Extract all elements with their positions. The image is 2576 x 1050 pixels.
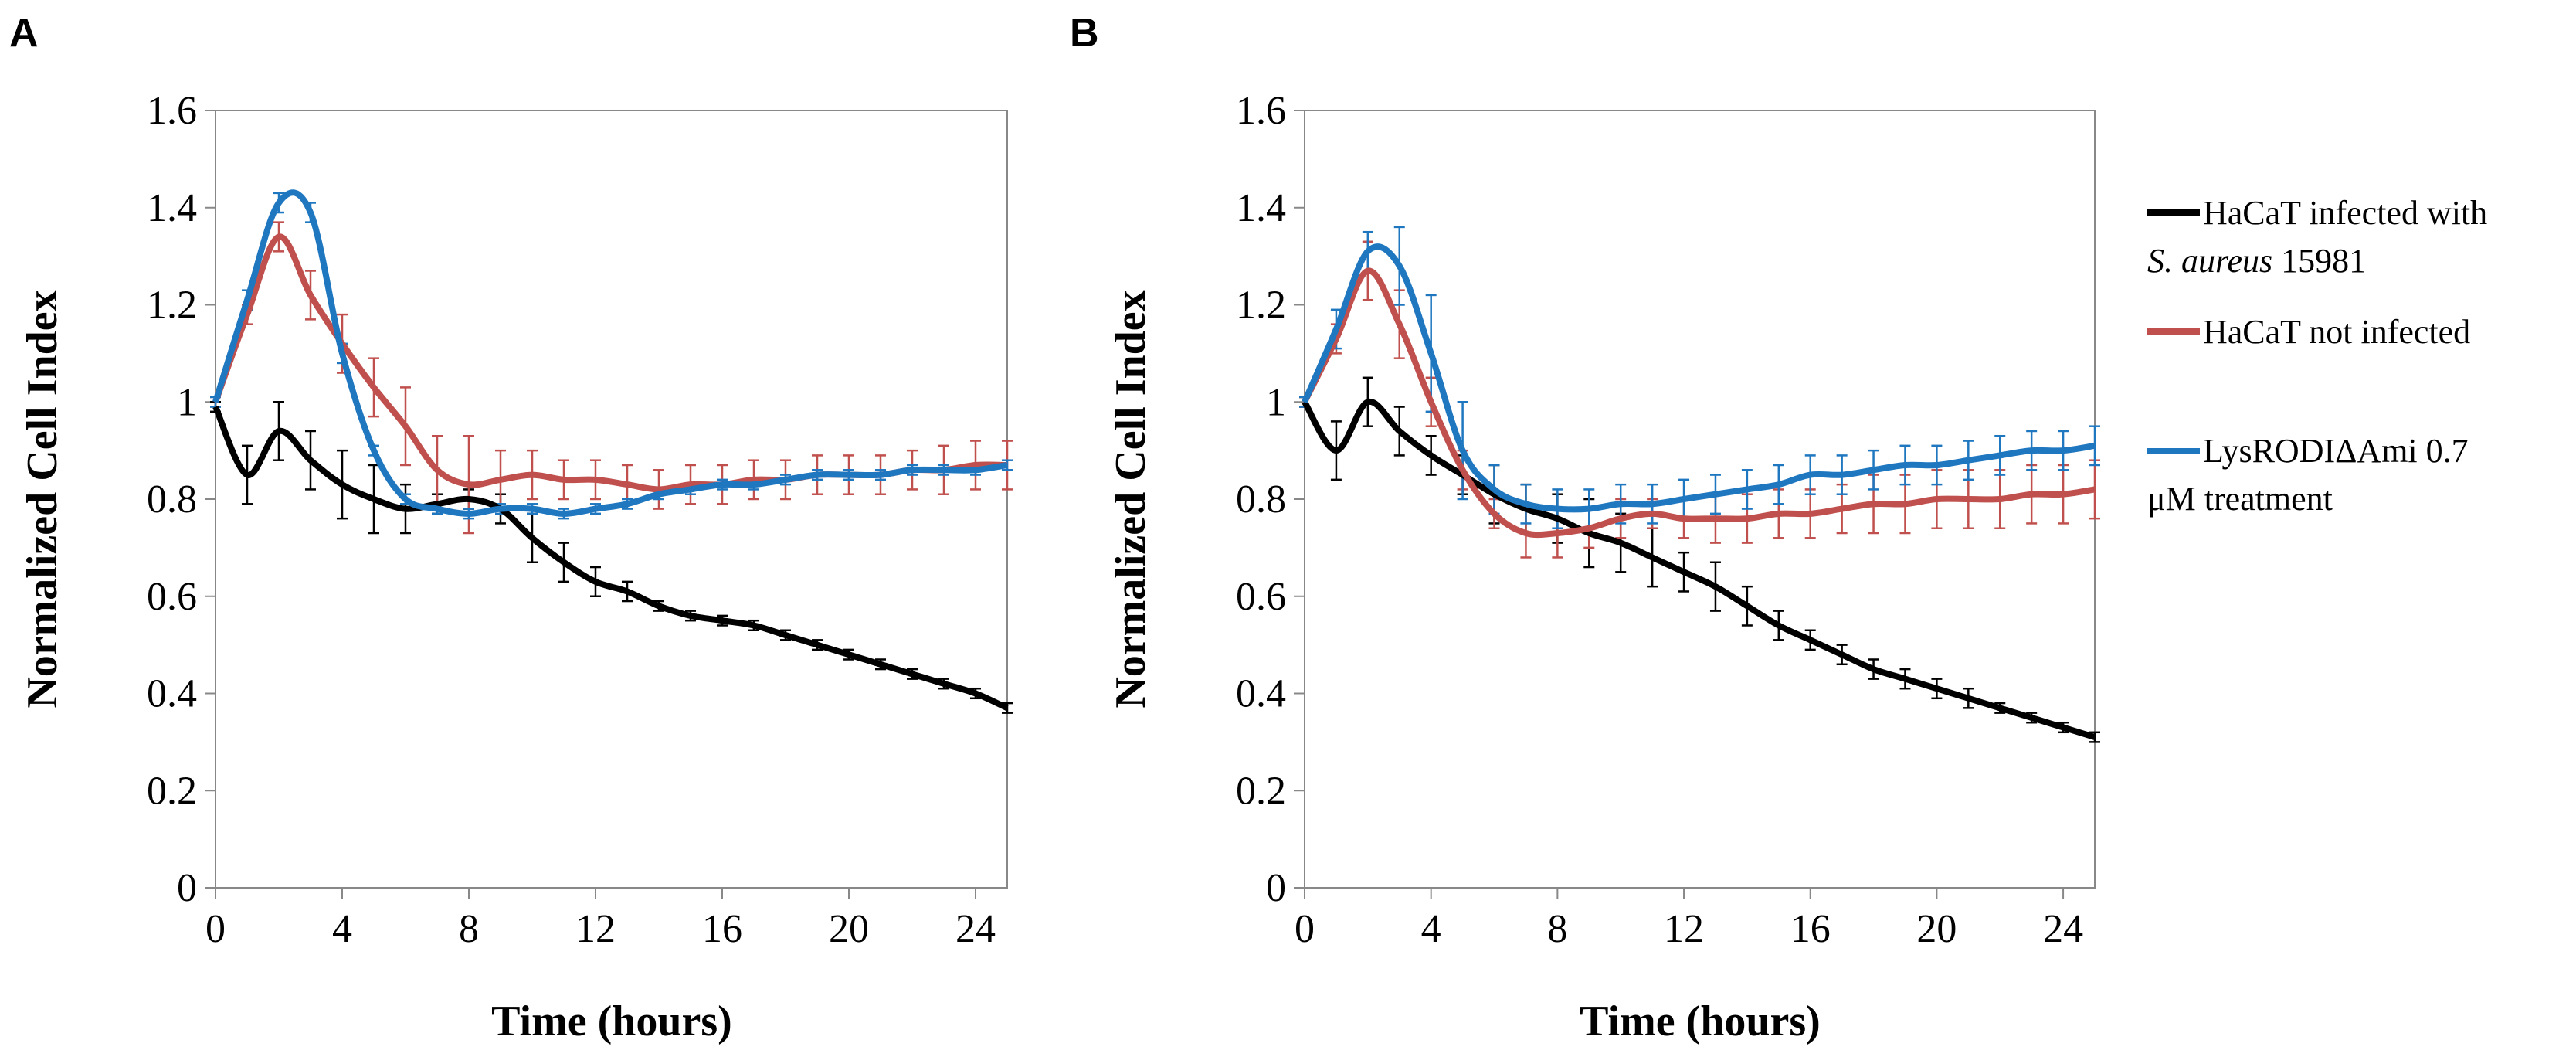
- x-tick-label-b: 8: [1547, 907, 1567, 951]
- y-axis-label-b: Normalized Cell Index: [1107, 290, 1155, 708]
- legend-label-not-infected: HaCaT not infected: [2203, 313, 2470, 351]
- panel-label-a: A: [9, 11, 39, 56]
- error-bars-treatment-a: [210, 192, 1013, 520]
- x-tick-label-a: 24: [955, 907, 996, 951]
- y-tick-label-b: 0.6: [1236, 575, 1286, 619]
- x-tick-label-b: 16: [1790, 907, 1831, 951]
- y-tick-label-a: 0.6: [147, 575, 197, 619]
- plot-area-a: [215, 110, 1008, 889]
- x-tick-label-b: 12: [1664, 907, 1704, 951]
- legend-species-name: S. aureus: [2147, 242, 2272, 280]
- y-tick-label-b: 1.2: [1236, 284, 1286, 328]
- y-tick-label-b: 0: [1266, 866, 1286, 910]
- series-line-infected-a: [212, 405, 1009, 712]
- x-tick-label-a: 8: [459, 907, 479, 951]
- error-bars-not-infected-b: [1299, 240, 2100, 559]
- series-line-treatment-b: [1302, 243, 2096, 513]
- series-line-treatment-a: [212, 189, 1008, 517]
- error-bars-not-infected-a: [210, 221, 1013, 535]
- y-tick-label-a: 1: [177, 380, 197, 424]
- y-tick-label-b: 0.2: [1236, 769, 1286, 813]
- chart-panel-b: 0 0.2 0.4 0.6 0.8 1 1.2 1.4 1.6 0 4 8 12 16 20 24 Time …: [1107, 89, 2100, 1045]
- x-tick-label-a: 0: [205, 907, 226, 951]
- y-tick-label-b: 1: [1266, 380, 1286, 424]
- series-line-not-infected-b: [1302, 267, 2096, 539]
- x-tick-label-a: 16: [702, 907, 742, 951]
- legend-label-infected-line2: S. aureus 15981: [2147, 242, 2366, 280]
- legend-label-treatment: LysRODIΔAmi 0.7: [2203, 432, 2469, 470]
- y-tick-label-a: 0.4: [147, 672, 197, 716]
- y-tick-label-b: 0.8: [1236, 477, 1286, 522]
- x-tick-label-b: 24: [2043, 907, 2083, 951]
- y-tick-label-a: 0.2: [147, 769, 197, 813]
- x-tick-label-b: 20: [1916, 907, 1957, 951]
- legend-item-infected: HaCaT infected with S. aureus 15981: [2147, 194, 2487, 280]
- y-tick-label-b: 0.4: [1236, 672, 1286, 716]
- y-tick-label-a: 0: [177, 866, 197, 910]
- x-axis-label-a: Time (hours): [491, 997, 732, 1045]
- series-line-infected-b: [1302, 399, 2096, 740]
- y-tick-label-a: 0.8: [147, 477, 197, 522]
- legend-item-not-infected: HaCaT not infected: [2147, 313, 2470, 351]
- legend-strain-number: 15981: [2272, 242, 2366, 280]
- y-tick-label-b: 1.6: [1236, 89, 1286, 133]
- x-tick-label-b: 0: [1295, 907, 1315, 951]
- y-axis-label-a: Normalized Cell Index: [19, 290, 66, 708]
- x-tick-label-a: 12: [575, 907, 616, 951]
- y-tick-label-a: 1.2: [147, 284, 197, 328]
- panel-label-b: B: [1070, 11, 1099, 56]
- y-tick-label-a: 1.4: [147, 186, 197, 230]
- legend-item-treatment: LysRODIΔAmi 0.7 μM treatment: [2147, 432, 2469, 518]
- series-line-not-infected-a: [212, 233, 1008, 493]
- x-tick-label-a: 4: [332, 907, 352, 951]
- x-tick-label-a: 20: [829, 907, 869, 951]
- legend-label-infected: HaCaT infected with: [2203, 194, 2487, 232]
- chart-panel-a: 0 0.2 0.4 0.6 0.8 1 1.2 1.4 1.6 0 4 8 12 16 20 24 Time …: [19, 89, 1013, 1045]
- x-axis-label-b: Time (hours): [1580, 997, 1821, 1045]
- legend: HaCaT infected with S. aureus 15981 HaCa…: [2147, 194, 2487, 518]
- error-bars-infected-b: [1299, 376, 2100, 743]
- legend-label-treatment-line2: μM treatment: [2147, 480, 2333, 518]
- x-tick-label-b: 4: [1421, 907, 1441, 951]
- y-tick-label-a: 1.6: [147, 89, 197, 133]
- y-tick-label-b: 1.4: [1236, 186, 1286, 230]
